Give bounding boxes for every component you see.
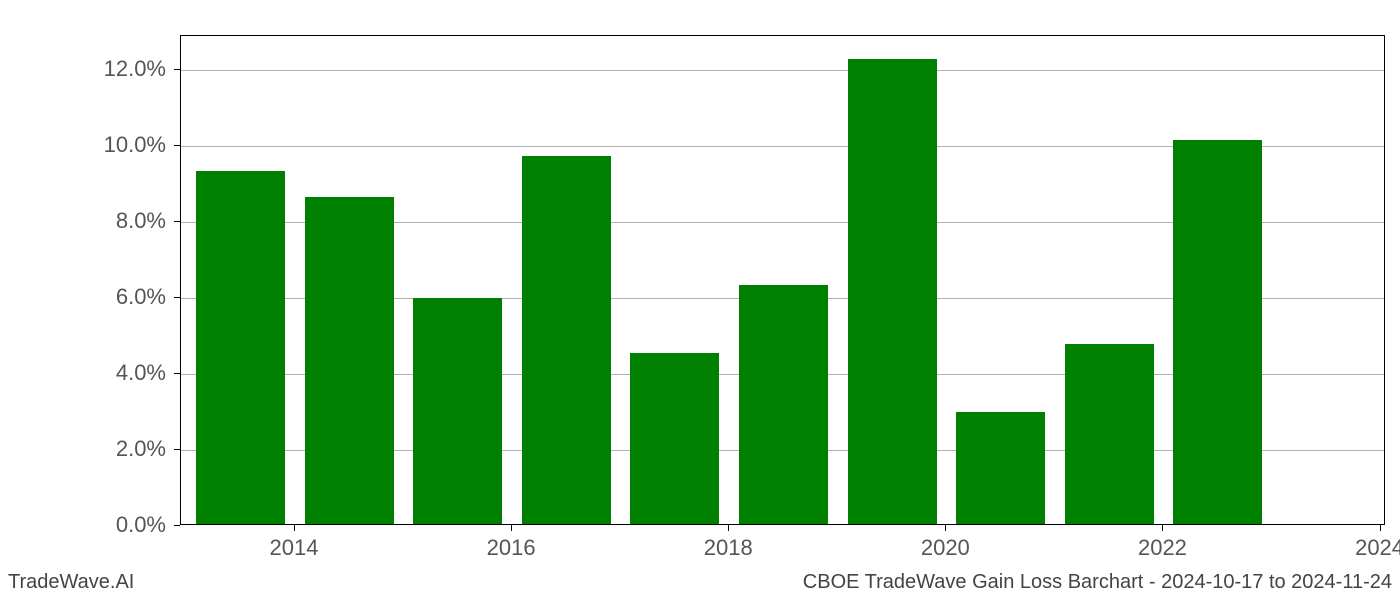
y-tick (174, 525, 180, 526)
y-tick (174, 449, 180, 450)
y-tick (174, 145, 180, 146)
x-tick (511, 525, 512, 531)
bar (630, 353, 719, 524)
x-tick (1380, 525, 1381, 531)
bar (1173, 140, 1262, 524)
bar (848, 59, 937, 524)
y-tick-label: 10.0% (0, 132, 166, 158)
plot-area (180, 35, 1385, 525)
footer-left-text: TradeWave.AI (8, 571, 134, 594)
y-tick-label: 12.0% (0, 56, 166, 82)
x-tick-label: 2014 (270, 535, 319, 561)
x-tick-label: 2016 (487, 535, 536, 561)
bar (413, 298, 502, 524)
x-tick (728, 525, 729, 531)
y-tick (174, 221, 180, 222)
gridline (181, 70, 1384, 71)
x-tick (294, 525, 295, 531)
x-tick (1162, 525, 1163, 531)
y-tick-label: 8.0% (0, 208, 166, 234)
footer-right-text: CBOE TradeWave Gain Loss Barchart - 2024… (803, 571, 1392, 594)
bar (522, 156, 611, 524)
chart-container: 0.0% 2.0% 4.0% 6.0% 8.0% 10.0% 12.0% 2014 2016 2… (0, 0, 1400, 600)
bar (739, 285, 828, 524)
bar (956, 412, 1045, 524)
y-tick-label: 4.0% (0, 360, 166, 386)
y-tick (174, 373, 180, 374)
bar (196, 171, 285, 524)
y-tick-label: 0.0% (0, 512, 166, 538)
x-tick (945, 525, 946, 531)
x-tick-label: 2022 (1138, 535, 1187, 561)
y-tick (174, 297, 180, 298)
x-tick-label: 2020 (921, 535, 970, 561)
x-tick-label: 2024 (1355, 535, 1400, 561)
y-tick-label: 6.0% (0, 284, 166, 310)
y-tick (174, 69, 180, 70)
bar (1065, 344, 1154, 524)
bar (305, 197, 394, 524)
x-tick-label: 2018 (704, 535, 753, 561)
y-tick-label: 2.0% (0, 436, 166, 462)
